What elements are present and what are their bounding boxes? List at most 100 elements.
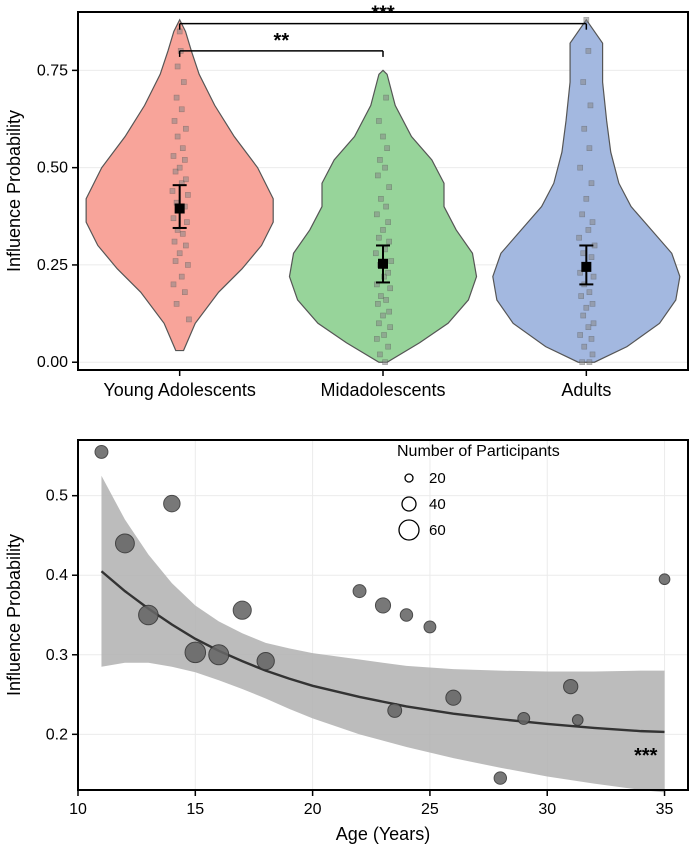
jitter-point	[374, 212, 379, 217]
jitter-point	[388, 286, 393, 291]
jitter-point	[578, 332, 583, 337]
jitter-point	[584, 305, 589, 310]
xtick-label: 35	[656, 801, 674, 818]
legend-label: 60	[429, 522, 446, 539]
category-label: Adults	[561, 380, 611, 400]
jitter-point	[171, 216, 176, 221]
jitter-point	[186, 317, 191, 322]
jitter-point	[382, 332, 387, 337]
xlabel: Age (Years)	[336, 824, 430, 844]
jitter-point	[376, 235, 381, 240]
jitter-point	[581, 80, 586, 85]
jitter-point	[577, 235, 582, 240]
jitter-point	[578, 165, 583, 170]
jitter-point	[173, 259, 178, 264]
mean-marker	[175, 204, 185, 214]
scatter-point	[139, 605, 159, 625]
scatter-point	[257, 652, 274, 669]
jitter-point	[590, 352, 595, 357]
jitter-point	[590, 220, 595, 225]
ytick-label: 0.25	[37, 257, 68, 274]
jitter-point	[175, 134, 180, 139]
jitter-point	[589, 255, 594, 260]
jitter-point	[381, 313, 386, 318]
jitter-point	[177, 251, 182, 256]
jitter-point	[584, 196, 589, 201]
jitter-point	[177, 29, 182, 34]
top-violin-panel: *****0.000.250.500.75Influence Probabili…	[0, 0, 697, 420]
scatter-point	[388, 704, 402, 718]
jitter-point	[375, 173, 380, 178]
jitter-point	[581, 313, 586, 318]
jitter-point	[171, 282, 176, 287]
jitter-point	[587, 290, 592, 295]
jitter-point	[582, 126, 587, 131]
jitter-point	[174, 301, 179, 306]
jitter-point	[375, 301, 380, 306]
scatter-point	[375, 598, 390, 613]
jitter-point	[389, 259, 394, 264]
jitter-point	[388, 325, 393, 330]
bottom-scatter-panel: ***Number of Participants2040600.20.30.4…	[0, 420, 697, 850]
jitter-point	[588, 103, 593, 108]
jitter-point	[381, 227, 386, 232]
jitter-point	[170, 189, 175, 194]
scatter-point	[446, 690, 461, 705]
scatter-point	[659, 574, 670, 585]
jitter-point	[377, 157, 382, 162]
xtick-label: 15	[186, 801, 204, 818]
jitter-point	[180, 146, 185, 151]
ytick-label: 0.2	[46, 726, 68, 743]
xtick-label: 10	[69, 801, 87, 818]
ylabel: Influence Probability	[4, 110, 24, 272]
jitter-point	[579, 294, 584, 299]
jitter-point	[586, 325, 591, 330]
jitter-point	[589, 336, 594, 341]
jitter-point	[591, 274, 596, 279]
jitter-point	[386, 220, 391, 225]
sig-label: ***	[634, 745, 658, 767]
jitter-point	[374, 336, 379, 341]
jitter-point	[183, 243, 188, 248]
jitter-point	[172, 118, 177, 123]
jitter-point	[386, 344, 391, 349]
jitter-point	[386, 270, 391, 275]
jitter-point	[185, 192, 190, 197]
sig-label: **	[274, 30, 290, 52]
scatter-point	[424, 621, 436, 633]
xtick-label: 25	[421, 801, 439, 818]
jitter-point	[387, 309, 392, 314]
jitter-point	[383, 165, 388, 170]
jitter-point	[179, 274, 184, 279]
jitter-point	[172, 239, 177, 244]
ytick-label: 0.50	[37, 160, 68, 177]
jitter-point	[581, 251, 586, 256]
bottom-scatter-svg: ***Number of Participants2040600.20.30.4…	[0, 420, 697, 850]
jitter-point	[175, 64, 180, 69]
jitter-point	[171, 153, 176, 158]
jitter-point	[580, 360, 585, 365]
scatter-point	[564, 679, 578, 693]
jitter-point	[587, 146, 592, 151]
jitter-point	[378, 196, 383, 201]
jitter-point	[387, 239, 392, 244]
scatter-point	[353, 585, 366, 598]
jitter-point	[384, 204, 389, 209]
jitter-point	[182, 290, 187, 295]
ytick-label: 0.4	[46, 567, 68, 584]
ytick-label: 0.3	[46, 647, 68, 664]
jitter-point	[179, 107, 184, 112]
jitter-point	[378, 294, 383, 299]
legend-label: 40	[429, 496, 446, 513]
jitter-point	[589, 181, 594, 186]
jitter-point	[584, 17, 589, 22]
scatter-point	[164, 495, 180, 511]
jitter-point	[373, 251, 378, 256]
legend-label: 20	[429, 470, 446, 487]
scatter-point	[115, 534, 134, 553]
jitter-point	[385, 146, 390, 151]
jitter-point	[181, 80, 186, 85]
jitter-point	[591, 321, 596, 326]
ytick-label: 0.5	[46, 488, 68, 505]
jitter-point	[376, 321, 381, 326]
